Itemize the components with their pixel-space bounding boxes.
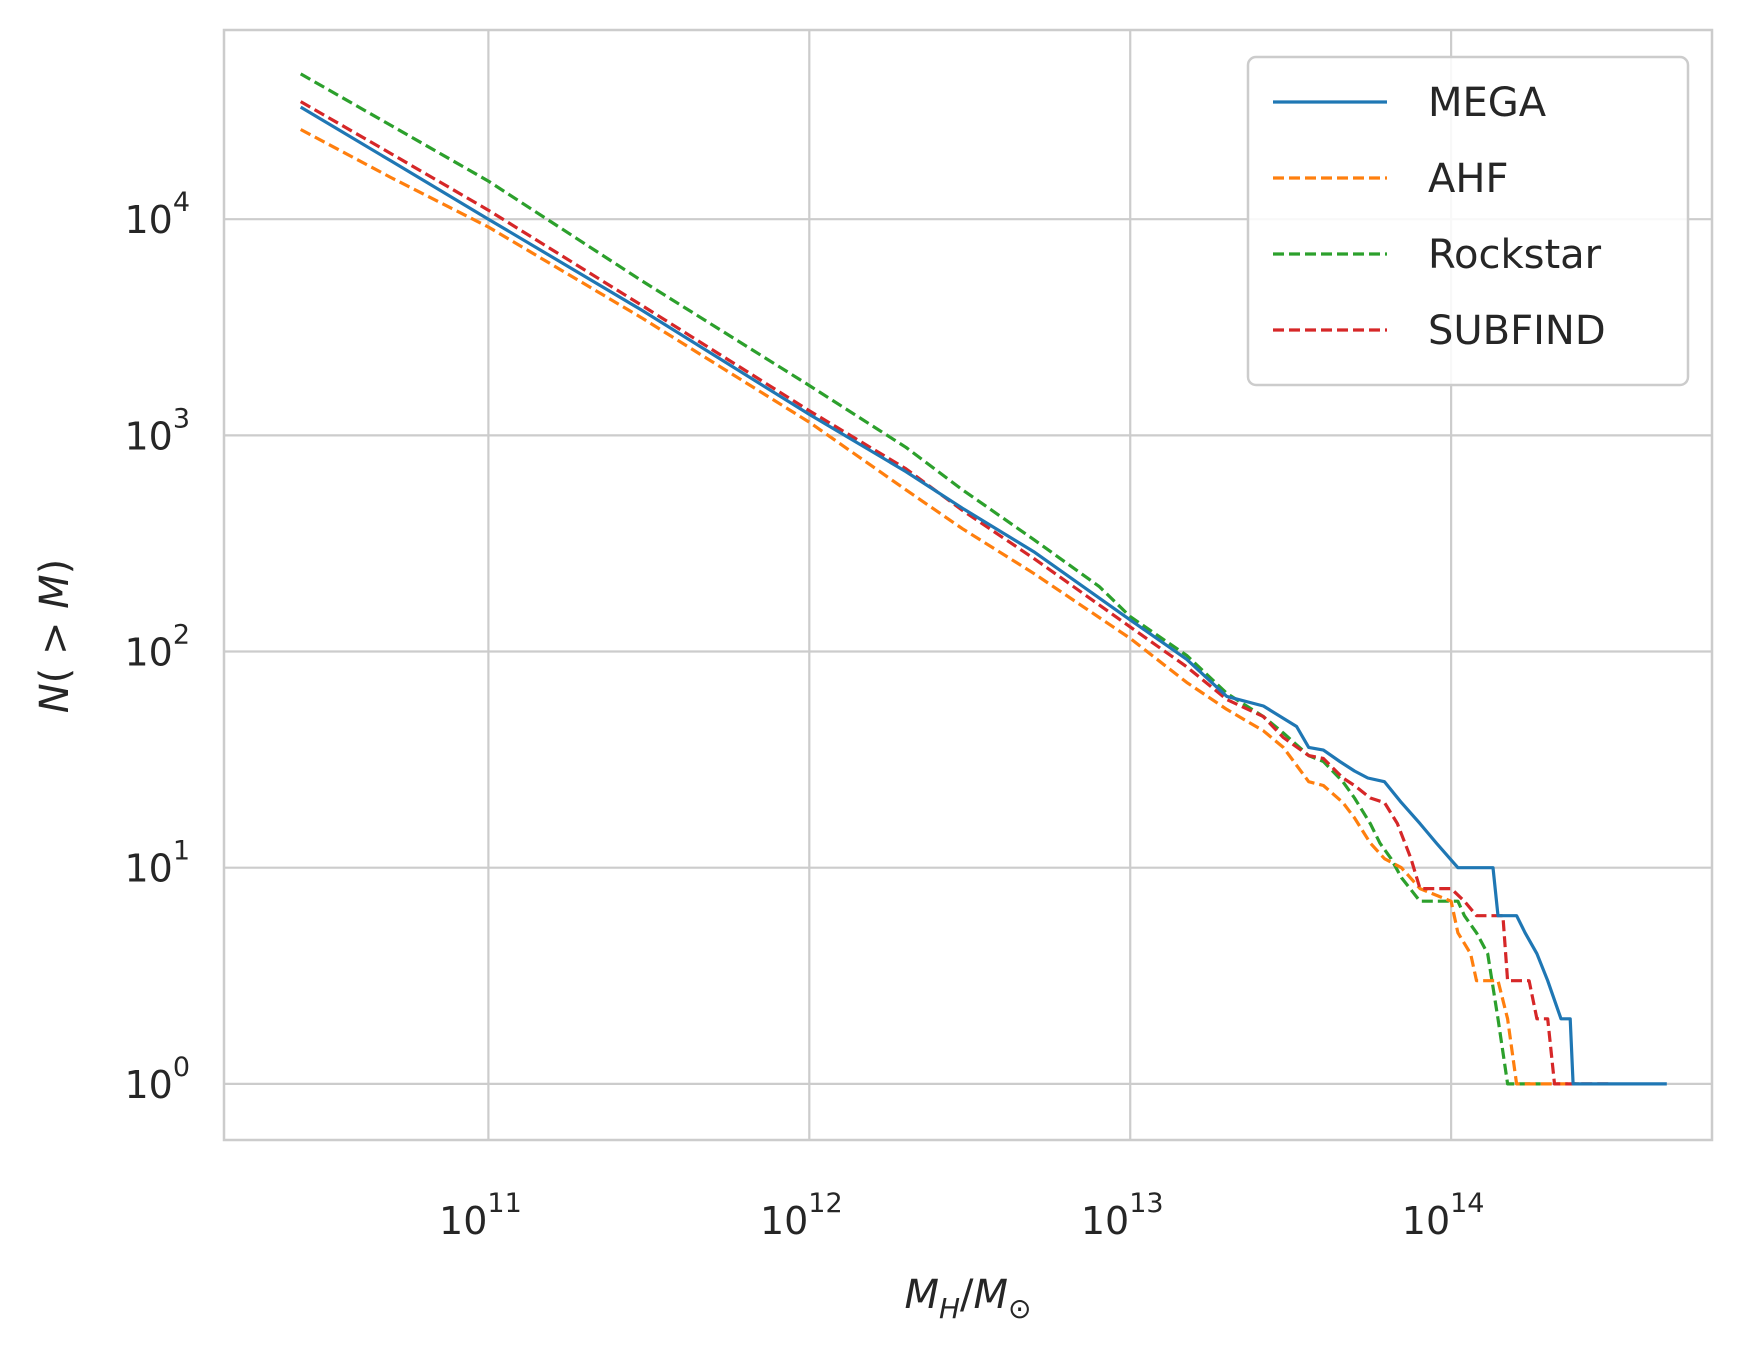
x-tick-label: 1013 [1081,1188,1164,1243]
series-line-mega [299,105,1667,1086]
y-tick-labels: 100 101 102 103 104 [124,187,190,1107]
x-tick-label: 1014 [1402,1188,1485,1243]
y-tick-label: 100 [124,1052,190,1107]
legend-label-ahf: AHF [1428,156,1508,202]
y-tick-label: 102 [124,620,190,675]
legend-label-rockstar: Rockstar [1428,232,1602,278]
legend: MEGA AHF Rockstar SUBFIND [1246,55,1690,387]
series-line-rockstar [299,72,1541,1086]
series-line-subfind [299,100,1609,1086]
legend-box [1246,55,1690,387]
plot-frame [222,28,1714,1142]
legend-label-mega: MEGA [1428,80,1547,126]
x-tick-label: 1011 [439,1188,522,1243]
series-layer [299,72,1667,1086]
y-axis-label: N( > M) [32,559,78,714]
y-tick-label: 104 [124,187,190,242]
y-tick-label: 101 [124,836,190,891]
y-tick-label: 103 [124,403,190,458]
x-tick-label: 1012 [760,1188,843,1243]
x-axis-label: MH/M⊙ [904,1272,1031,1325]
x-tick-labels: 1011 1012 1013 1014 [439,1188,1484,1243]
series-line-ahf [299,128,1579,1086]
legend-label-subfind: SUBFIND [1428,308,1606,354]
